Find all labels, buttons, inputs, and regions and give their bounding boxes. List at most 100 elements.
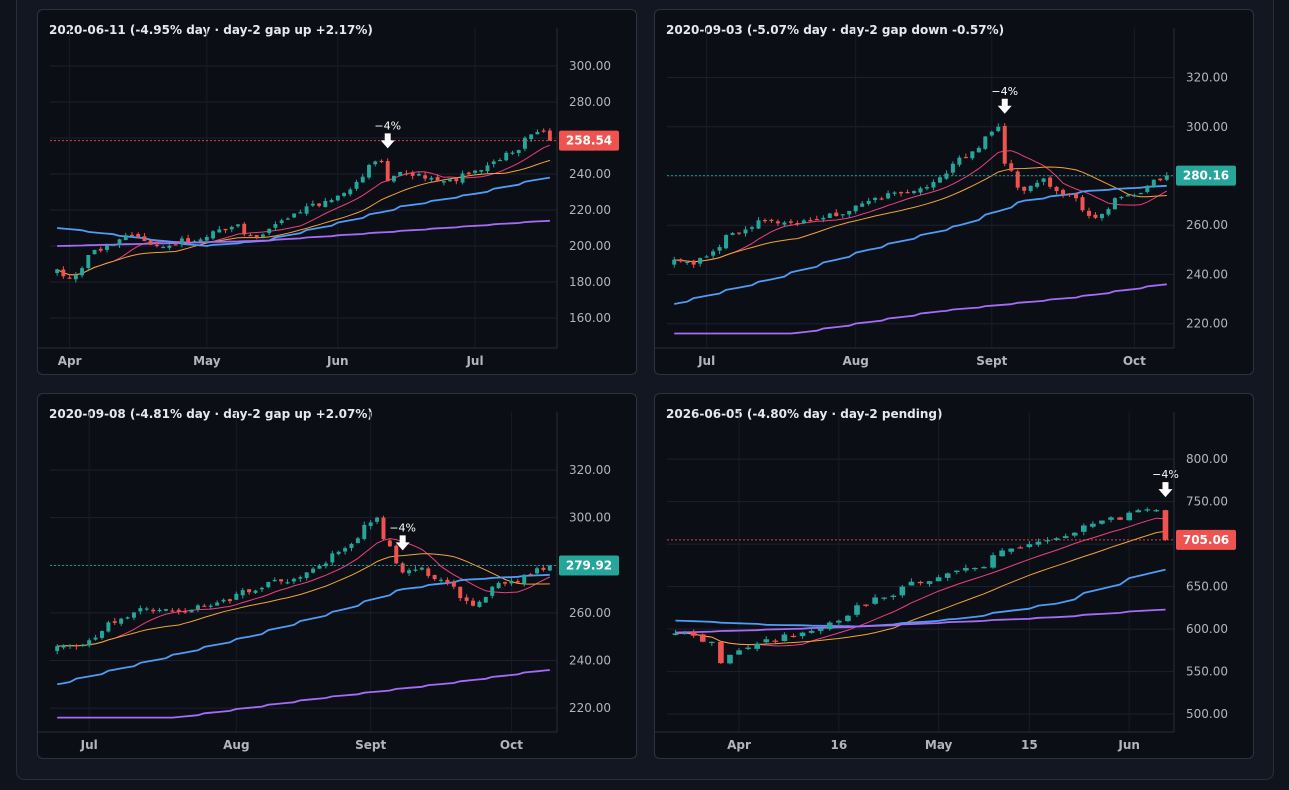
candle [227,598,232,604]
candle-body [691,260,696,265]
candle-body [944,573,951,578]
candle [730,232,735,236]
candle-body [198,239,203,242]
event-annotation: −4% [374,119,401,132]
moving-average-line [57,553,550,647]
candle-body [1112,198,1117,210]
candle [1067,192,1072,198]
candle-body [423,175,428,179]
candle-body [1151,179,1156,187]
candle-body [221,599,226,602]
candlestick-chart[interactable]: −4%320.00300.00280.00260.00240.00220.002… [38,394,637,759]
candle-body [886,193,891,199]
candle-body [1048,177,1053,187]
candle-body [817,628,824,631]
candle [119,617,124,627]
candle [1028,185,1033,193]
candle-body [310,203,315,206]
candle-body [510,152,515,154]
candle [490,585,495,599]
candle-body [223,228,228,231]
candle [845,614,851,623]
candle [690,629,697,638]
candle-body [348,189,353,195]
moving-averages [57,538,551,719]
candle-body [535,131,540,135]
candle [398,171,403,177]
candle-body [1053,538,1060,540]
candle [999,547,1005,557]
y-tick-label: 260.00 [569,606,611,620]
candle [749,225,755,232]
candle [279,579,284,585]
candle [944,170,949,181]
candle [817,627,824,635]
candle-body [808,219,813,222]
candle [310,200,315,207]
chart-panel[interactable]: 2026-06-05 (-4.80% day · day-2 pending) … [654,393,1254,759]
candle [1145,184,1150,194]
y-tick-label: 750.00 [1186,495,1228,509]
candle-body [763,639,770,643]
x-tick-label: Oct [1123,354,1146,368]
candle [381,515,386,541]
candle-body [385,161,390,182]
candle-body [435,176,440,182]
candle [775,219,780,226]
candle [1026,541,1033,549]
candle-body [119,618,124,624]
candle [247,589,252,595]
candle-body [762,220,767,222]
candle-body [1054,186,1059,192]
chart-panel[interactable]: 2020-09-03 (-5.07% day · day-2 gap down … [654,9,1254,375]
candle [685,260,690,265]
candle-body [1153,510,1160,512]
candlestick-chart[interactable]: −4%800.00750.00700.00650.00600.00550.005… [655,394,1254,759]
candle [535,129,540,135]
candle-body [853,205,858,212]
candle-body [473,170,477,173]
candle [410,170,415,180]
event-marker: −4% [374,119,401,149]
candle [743,226,748,237]
down-arrow-icon [380,133,395,149]
candle [1044,537,1051,544]
candlestick-chart[interactable]: −4%320.00300.00280.00260.00240.00220.002… [655,10,1254,375]
candle-body [448,179,453,182]
chart-panel[interactable]: 2020-09-08 (-4.81% day · day-2 gap up +2… [37,393,637,759]
candle [808,217,813,222]
candle [976,146,981,153]
candle [304,572,309,581]
candle [368,520,373,530]
candle [847,210,852,218]
candle-body [944,173,949,179]
candle-body [375,517,380,522]
candle-body [379,160,384,163]
candle [547,565,552,572]
candle-body [905,192,910,194]
candle [1074,192,1079,202]
candle [724,234,729,250]
candle-body [451,582,456,587]
x-axis: Apr 16 May 15 Jun [727,738,1140,752]
candle-body [154,244,159,247]
candle-body [179,238,184,245]
candle [61,644,66,650]
candle [130,232,134,237]
candlestick-chart[interactable]: −4%300.00280.00260.00240.00220.00200.001… [38,10,637,375]
candle [419,566,424,571]
candle-body [387,540,392,547]
candle-body [917,581,924,584]
candle [963,153,968,159]
candle-body [323,563,328,567]
candle-body [775,221,780,224]
candle [699,633,706,643]
candle [292,213,297,219]
chart-panel[interactable]: 2020-06-11 (-4.95% day · day-2 gap up +2… [37,9,637,375]
candle [899,584,906,598]
candle [55,268,60,276]
candle [886,190,891,200]
candle [161,245,166,249]
candle [717,244,722,254]
y-tick-label: 650.00 [1186,580,1228,594]
